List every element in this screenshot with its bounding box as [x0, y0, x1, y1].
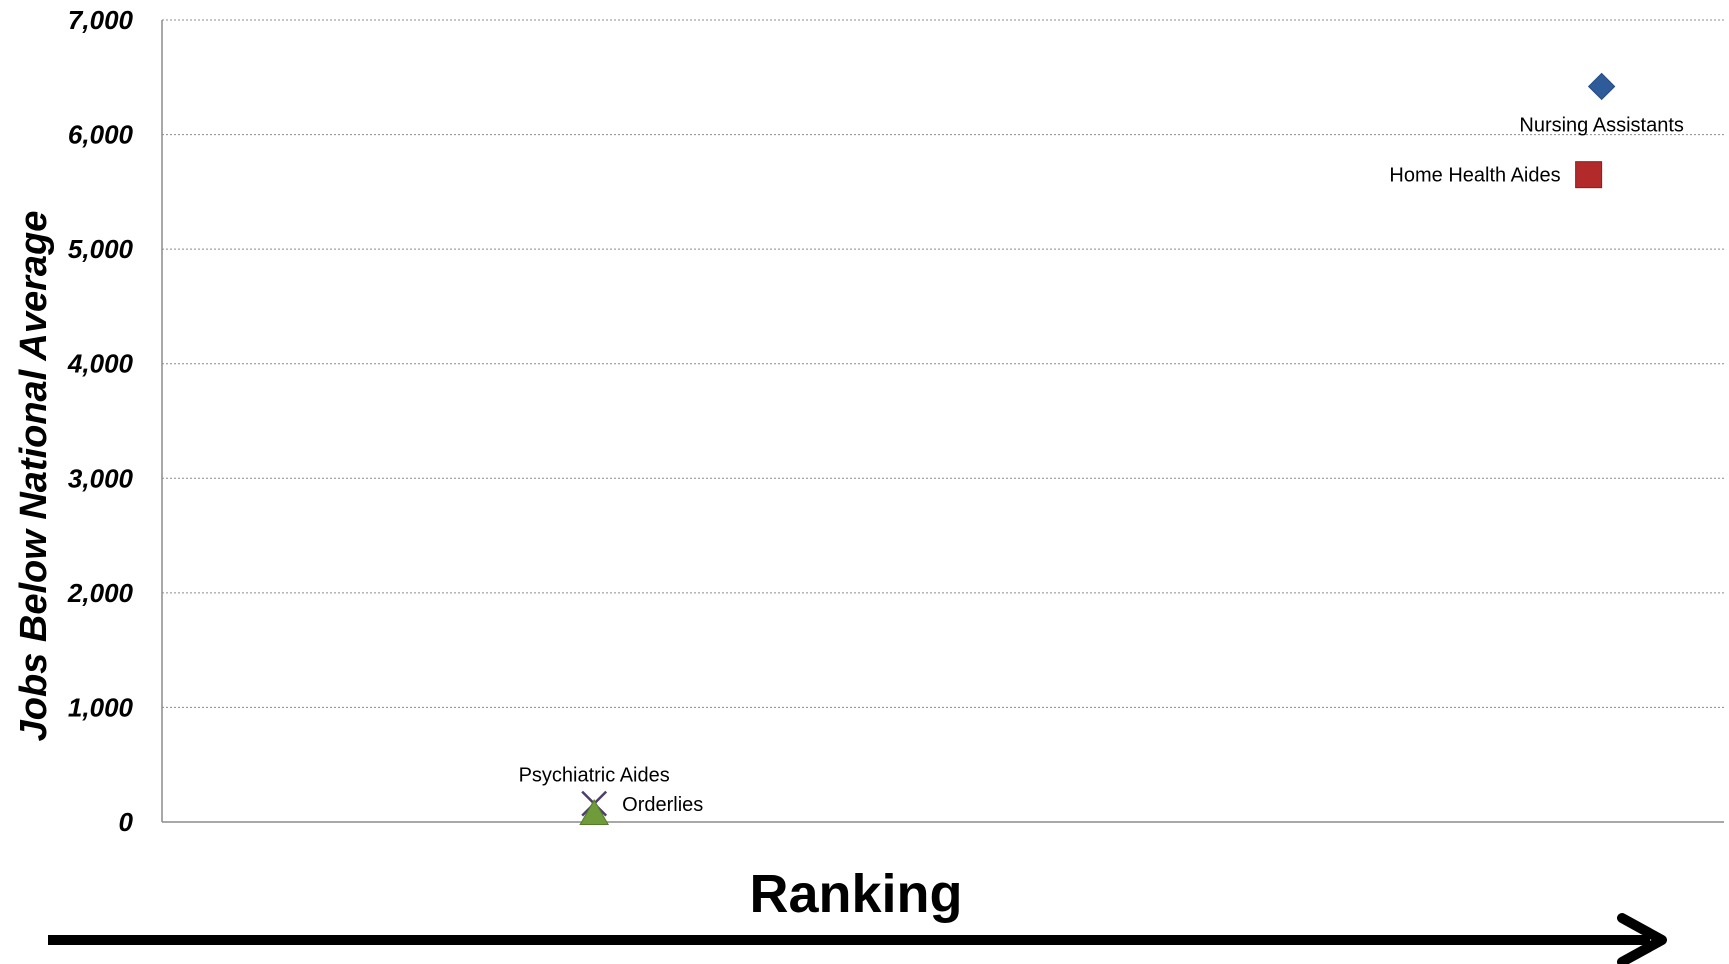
point-labels: Nursing Assistants Home Health Aides Psych… — [519, 114, 1684, 816]
y-tick-label: 4,000 — [67, 349, 134, 379]
data-label: Orderlies — [622, 794, 703, 816]
y-tick-label: 6,000 — [68, 120, 134, 150]
ranking-arrow — [48, 913, 1667, 964]
ranking-arrow-head — [1617, 913, 1667, 964]
y-tick-label: 7,000 — [68, 5, 134, 35]
data-point-nursing-assistants — [1587, 72, 1616, 101]
y-tick-label: 0 — [119, 807, 134, 837]
data-point-home-health-aides — [1575, 161, 1603, 189]
y-axis-title: Jobs Below National Average — [13, 211, 55, 742]
y-tick-label: 2,000 — [67, 578, 134, 608]
axes — [161, 20, 1724, 823]
x-axis-title: Ranking — [749, 864, 962, 924]
data-point-orderlies — [579, 798, 610, 825]
data-points — [579, 72, 1616, 825]
y-tick-label: 3,000 — [68, 463, 134, 493]
gridlines — [162, 19, 1724, 708]
y-tick-labels: 0 1,000 2,000 3,000 4,000 5,000 6,000 7,000 — [67, 5, 134, 837]
y-tick-label: 5,000 — [68, 234, 134, 264]
data-label: Home Health Aides — [1389, 165, 1560, 187]
data-label: Psychiatric Aides — [519, 765, 670, 787]
data-label: Nursing Assistants — [1519, 114, 1684, 136]
y-tick-label: 1,000 — [68, 692, 134, 722]
